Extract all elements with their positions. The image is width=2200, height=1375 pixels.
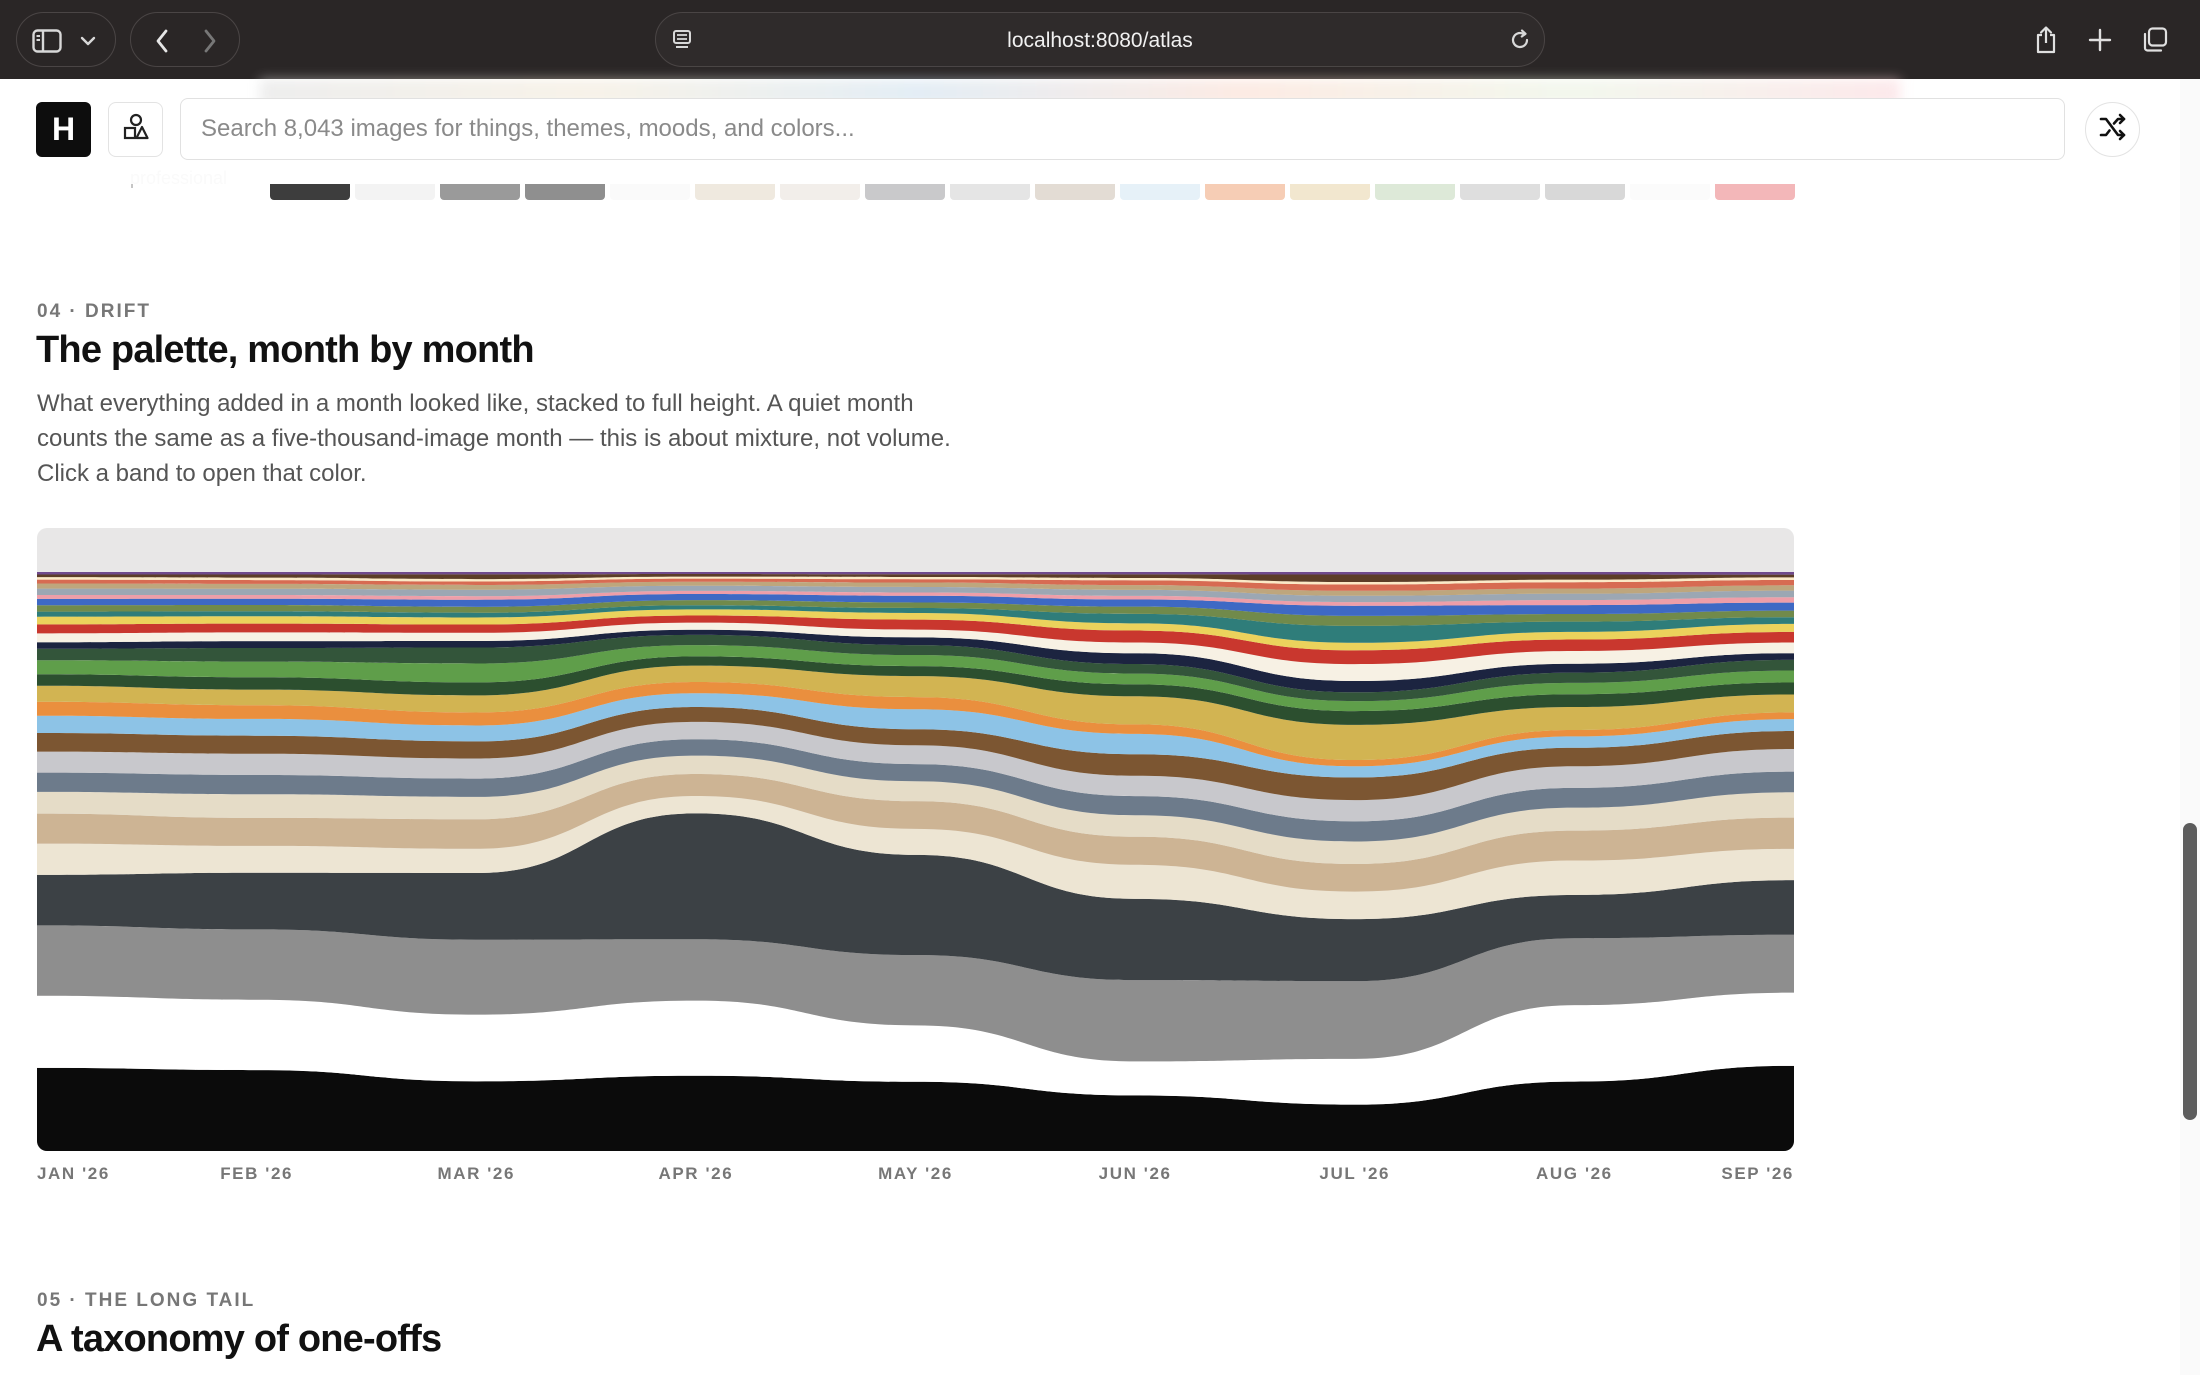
color-band[interactable]	[37, 693, 1794, 778]
month-tick-label: JAN '26	[37, 1164, 110, 1183]
nav-group	[130, 12, 240, 67]
color-band[interactable]	[37, 622, 1794, 682]
color-swatch[interactable]	[1460, 184, 1540, 200]
logo[interactable]: H	[36, 102, 91, 157]
shapes-icon	[122, 113, 150, 146]
color-band[interactable]	[37, 739, 1794, 842]
color-band[interactable]	[37, 572, 1794, 575]
color-band[interactable]	[37, 645, 1794, 712]
color-band[interactable]	[37, 585, 1794, 603]
color-band[interactable]	[37, 1065, 1794, 1151]
color-band[interactable]	[37, 925, 1794, 1062]
color-band[interactable]	[37, 605, 1794, 643]
previous-swatch-row	[270, 184, 1795, 200]
color-band[interactable]	[37, 813, 1794, 982]
back-icon[interactable]	[141, 13, 183, 68]
color-band[interactable]	[37, 615, 1794, 665]
color-band[interactable]	[37, 590, 1794, 606]
month-tick-label: JUL '26	[1319, 1164, 1391, 1183]
color-band[interactable]	[37, 665, 1794, 760]
month-tick-label: FEB '26	[220, 1164, 294, 1183]
scrollbar-thumb[interactable]	[2183, 823, 2197, 1120]
color-swatch[interactable]	[355, 184, 435, 200]
color-swatch[interactable]	[1205, 184, 1285, 200]
search-input[interactable]	[180, 98, 2065, 160]
reader-icon[interactable]	[670, 28, 694, 57]
color-band[interactable]	[37, 681, 1794, 767]
color-swatch[interactable]	[525, 184, 605, 200]
chevron-down-icon[interactable]	[73, 13, 103, 68]
color-swatch[interactable]	[610, 184, 690, 200]
month-tick-label: SEP '26	[1721, 1164, 1794, 1183]
month-tick-label: AUG '26	[1536, 1164, 1613, 1183]
palette-streamgraph[interactable]	[37, 528, 1794, 1151]
color-band[interactable]	[37, 574, 1794, 583]
month-tick-label: APR '26	[658, 1164, 734, 1183]
color-swatch[interactable]	[1545, 184, 1625, 200]
color-swatch[interactable]	[440, 184, 520, 200]
tabs-overview-icon[interactable]	[2127, 12, 2182, 67]
shapes-button[interactable]	[108, 102, 163, 157]
color-swatch[interactable]	[1120, 184, 1200, 200]
color-band[interactable]	[37, 992, 1794, 1105]
sidebar-icon[interactable]	[27, 13, 67, 68]
section-kicker-5: 05 · THE LONG TAIL	[37, 1290, 256, 1311]
color-swatch[interactable]	[1715, 184, 1795, 200]
new-tab-icon[interactable]	[2072, 12, 2127, 67]
month-tick-label: MAY '26	[878, 1164, 953, 1183]
forward-icon[interactable]	[189, 13, 231, 68]
url-text: localhost:8080/atlas	[1007, 29, 1193, 52]
address-bar[interactable]: localhost:8080/atlas	[655, 12, 1545, 67]
color-swatch[interactable]	[865, 184, 945, 200]
color-swatch[interactable]	[695, 184, 775, 200]
color-band[interactable]	[37, 593, 1794, 616]
color-band[interactable]	[37, 576, 1794, 585]
section-description: What everything added in a month looked …	[37, 390, 951, 487]
section-kicker: 04 · DRIFT	[37, 301, 151, 322]
month-tick-label: JUN '26	[1098, 1164, 1172, 1183]
streamgraph-svg	[37, 572, 1794, 1151]
section-title: The palette, month by month	[36, 329, 535, 371]
section-title-5: A taxonomy of one-offs	[36, 1318, 442, 1360]
shuffle-icon	[2098, 112, 2128, 147]
color-band[interactable]	[37, 755, 1794, 865]
color-swatch[interactable]	[1375, 184, 1455, 200]
color-band[interactable]	[37, 634, 1794, 702]
color-swatch[interactable]	[1630, 184, 1710, 200]
month-axis: JAN '26 FEB '26 MAR '26 APR '26 MAY '26 JUN '…	[37, 1164, 1794, 1188]
color-band[interactable]	[37, 578, 1794, 591]
color-band[interactable]	[37, 600, 1794, 626]
reload-icon[interactable]	[1508, 28, 1532, 57]
month-tick-label: MAR '26	[437, 1164, 516, 1183]
color-band[interactable]	[37, 796, 1794, 920]
app-header: H	[0, 79, 2180, 184]
share-icon[interactable]	[2018, 12, 2073, 67]
color-swatch[interactable]	[1290, 184, 1370, 200]
color-band[interactable]	[37, 629, 1794, 693]
color-band[interactable]	[37, 774, 1794, 892]
shuffle-button[interactable]	[2085, 102, 2140, 157]
color-band[interactable]	[37, 721, 1794, 822]
color-band[interactable]	[37, 609, 1794, 651]
browser-toolbar: localhost:8080/atlas	[0, 0, 2200, 79]
sidebar-toggle-group	[16, 12, 116, 67]
color-band[interactable]	[37, 707, 1794, 801]
scrollbar-track[interactable]	[2180, 79, 2200, 1375]
color-swatch[interactable]	[1035, 184, 1115, 200]
color-swatch[interactable]	[950, 184, 1030, 200]
color-band[interactable]	[37, 656, 1794, 725]
color-swatch[interactable]	[270, 184, 350, 200]
color-band[interactable]	[37, 581, 1794, 596]
color-swatch[interactable]	[780, 184, 860, 200]
